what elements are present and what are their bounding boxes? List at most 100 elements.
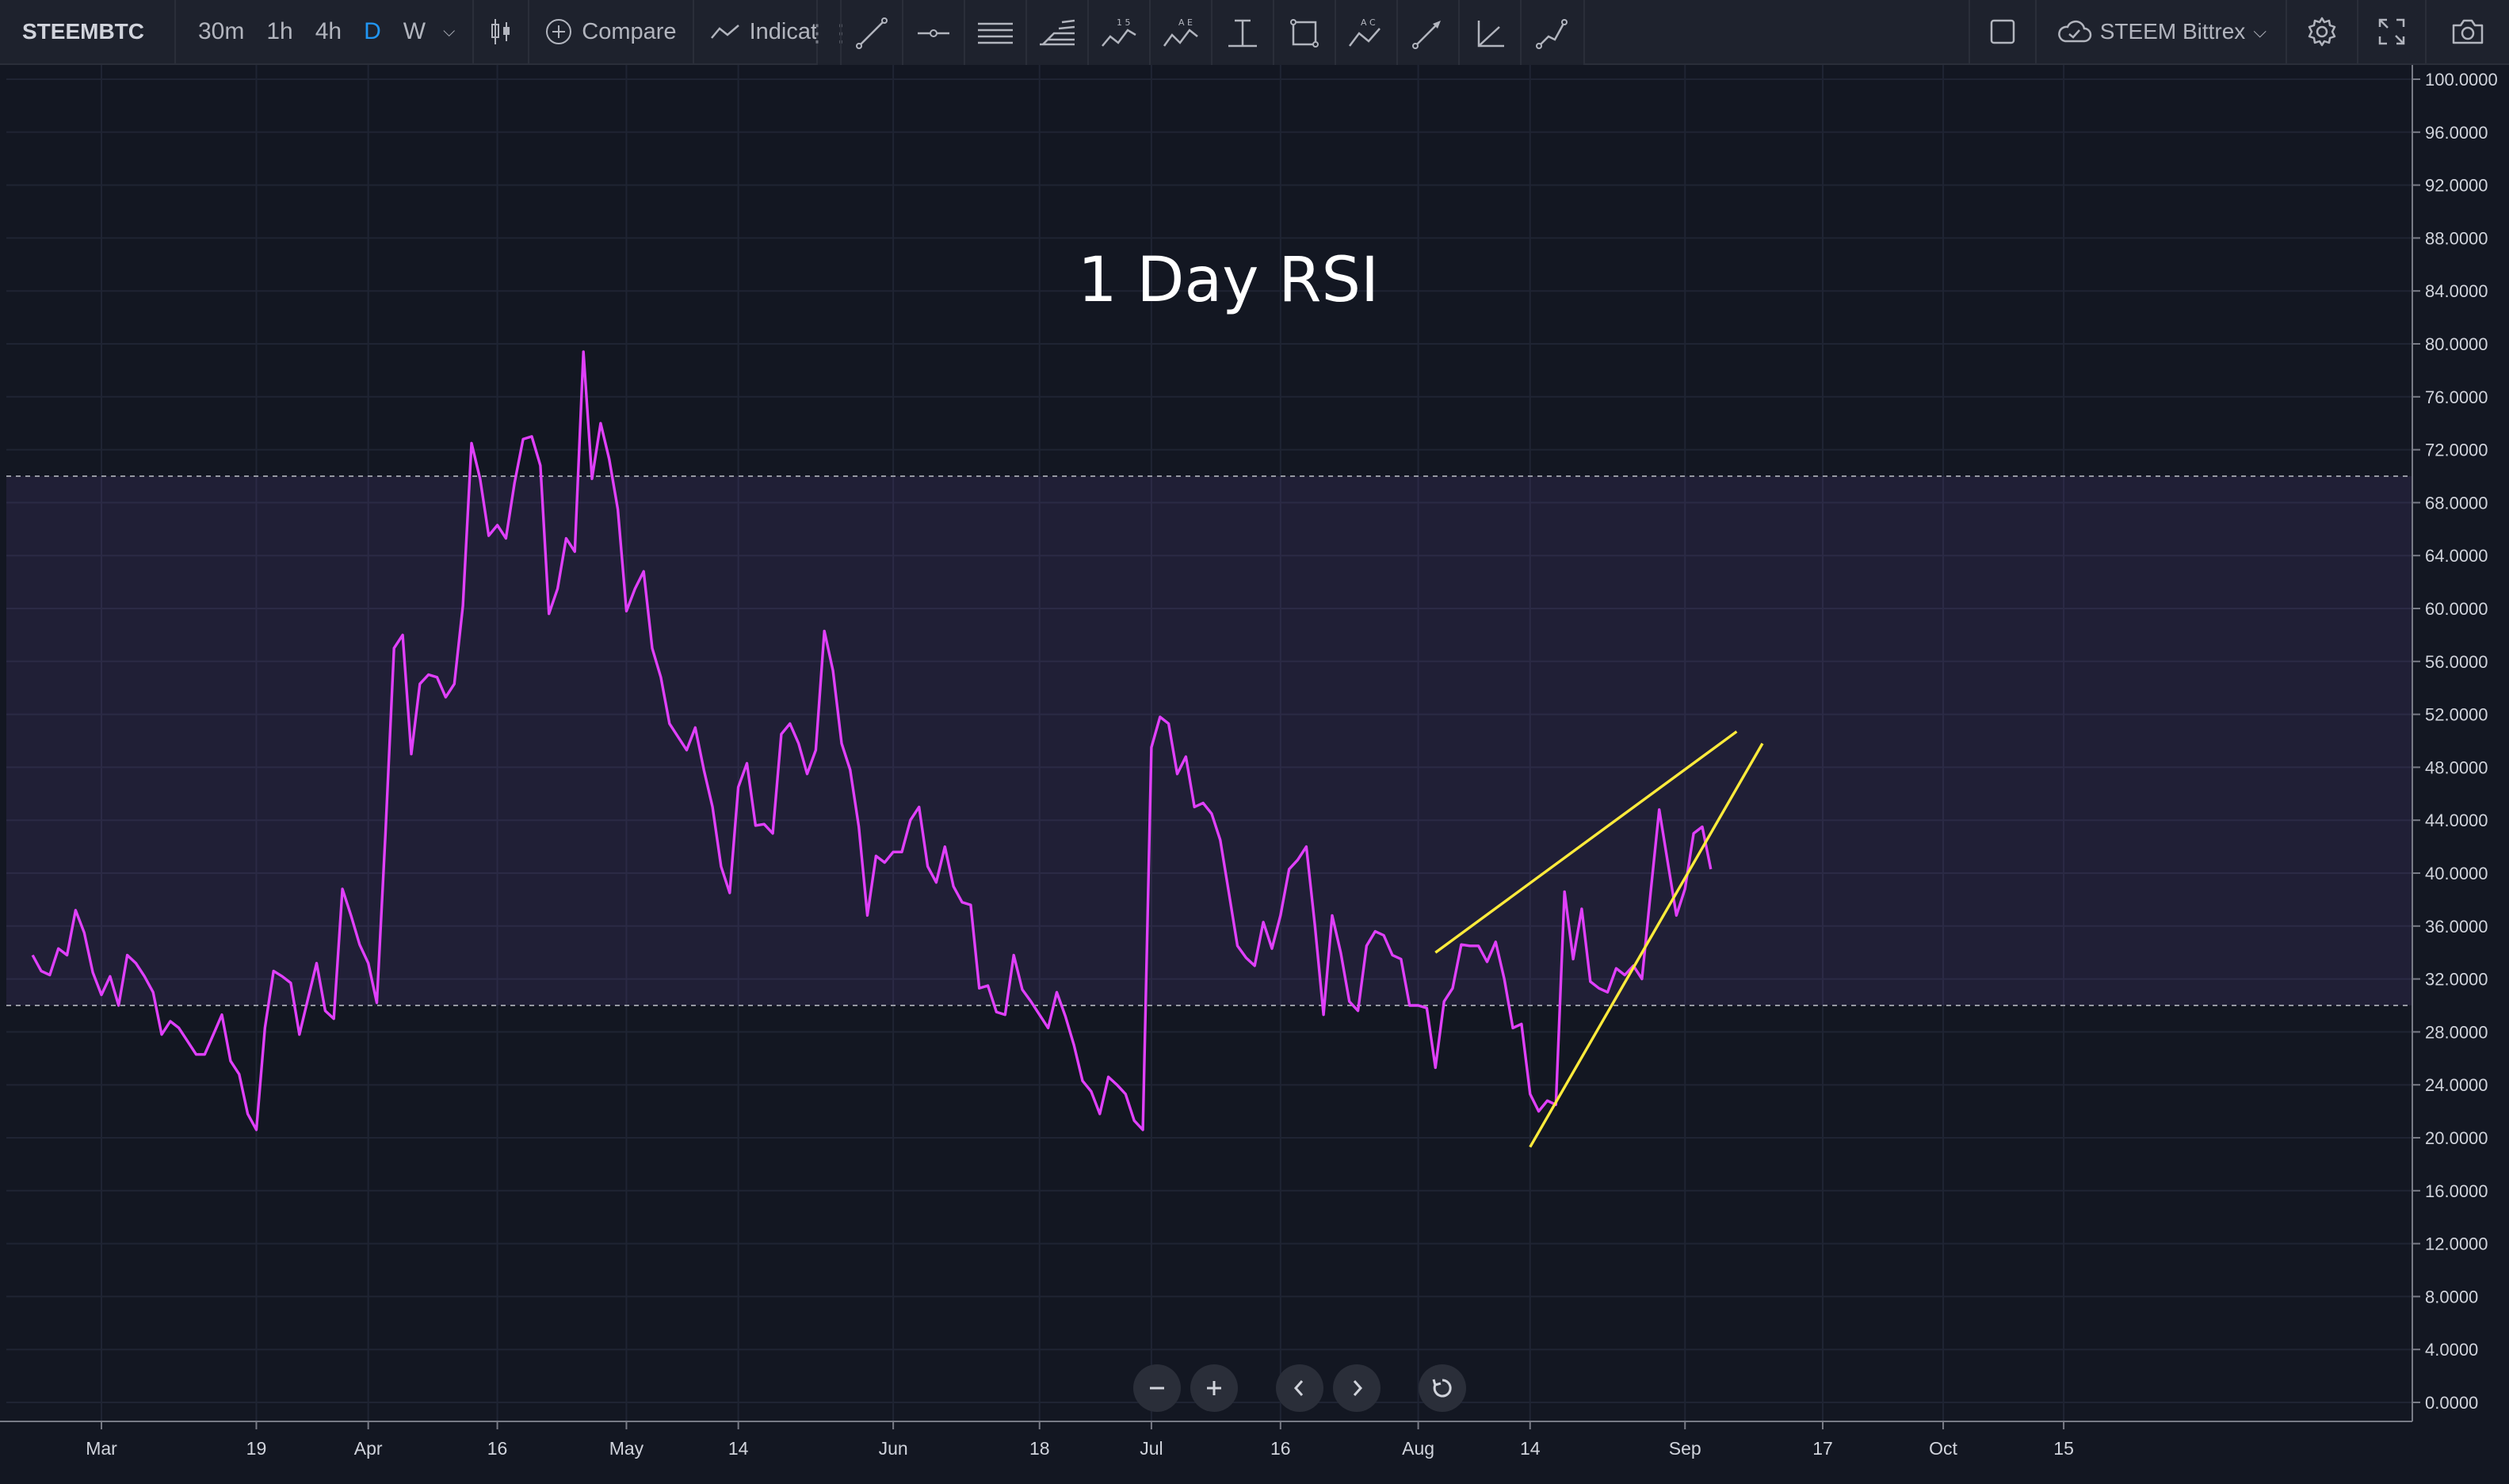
- interval-4h-button[interactable]: 4h: [315, 18, 342, 44]
- arrow-tool[interactable]: [1396, 0, 1458, 67]
- symbol-search-button[interactable]: STEEMBTC: [0, 0, 176, 63]
- rectangle-tool[interactable]: [1273, 0, 1335, 67]
- parallel-channel-tool[interactable]: [964, 0, 1025, 67]
- y-tick-label: 92.0000: [2425, 176, 2488, 196]
- compare-label: Compare: [582, 18, 677, 44]
- x-tick-label: 14: [1520, 1438, 1541, 1459]
- horizontal-line-icon: [918, 29, 949, 37]
- abc-pattern-mark: A C: [1361, 17, 1376, 28]
- zoom-out-button[interactable]: [1133, 1364, 1181, 1412]
- y-tick-label: 32.0000: [2425, 970, 2488, 990]
- pitchfork-icon: [1040, 19, 1075, 46]
- y-tick-label: 4.0000: [2425, 1340, 2478, 1360]
- angle-tool[interactable]: [1458, 0, 1520, 67]
- chart-title: 1 Day RSI: [1078, 245, 1379, 316]
- abcd-pattern-tool[interactable]: 1 5: [1087, 0, 1149, 67]
- chart-type-button[interactable]: [474, 0, 530, 63]
- square-icon: [1990, 19, 2014, 44]
- y-tick-label: 8.0000: [2425, 1287, 2478, 1307]
- drag-handle-icon[interactable]: ⋮⋮: [805, 20, 853, 47]
- y-tick-label: 40.0000: [2425, 864, 2488, 883]
- xabcd-pattern-mark: A E: [1178, 17, 1193, 28]
- fullscreen-icon: [2378, 18, 2405, 45]
- x-tick-label: Jun: [879, 1438, 908, 1459]
- plus-icon: [1207, 1381, 1221, 1395]
- scroll-right-button[interactable]: [1333, 1364, 1381, 1412]
- exchange-button[interactable]: STEEM Bittrex ⌵: [2034, 0, 2286, 63]
- reset-chart-button[interactable]: [1419, 1364, 1466, 1412]
- y-tick-label: 0.0000: [2425, 1393, 2478, 1413]
- gear-icon: [2308, 17, 2336, 47]
- y-tick-label: 76.0000: [2425, 387, 2488, 407]
- x-tick-label: May: [609, 1438, 644, 1459]
- y-tick-label: 88.0000: [2425, 228, 2488, 248]
- rsi-chart[interactable]: 1 Day RSI 100.0000 96.0000 92.0000 88.0000 8…: [0, 65, 2509, 1480]
- vertical-measure-tool[interactable]: [1211, 0, 1273, 67]
- path-tool[interactable]: [1520, 0, 1582, 67]
- zoom-in-button[interactable]: [1190, 1364, 1238, 1412]
- indicator-wave-icon: [710, 25, 739, 39]
- camera-icon: [2452, 19, 2484, 44]
- chevron-right-icon: [1353, 1380, 1363, 1396]
- rsi-line: [31, 350, 1713, 1131]
- y-tick-label: 96.0000: [2425, 123, 2488, 143]
- interval-d-button[interactable]: D: [364, 18, 381, 44]
- y-tick-label: 52.0000: [2425, 705, 2488, 725]
- abc-pattern-icon: A C: [1349, 17, 1381, 47]
- snapshot-button[interactable]: [2425, 0, 2509, 63]
- y-tick-label: 16.0000: [2425, 1181, 2488, 1201]
- path-icon: [1536, 19, 1568, 49]
- layout-button[interactable]: [1968, 0, 2035, 63]
- toolbar-right-group: STEEM Bittrex ⌵: [1968, 0, 2509, 63]
- abcd-pattern-mark: 1 5: [1117, 17, 1131, 28]
- x-tick-label: 14: [728, 1438, 749, 1459]
- scroll-left-button[interactable]: [1276, 1364, 1323, 1412]
- drawing-toolbar: ⋮⋮ 1 5 A E A C: [805, 0, 1585, 68]
- x-tick-label: 19: [246, 1438, 267, 1459]
- time-axis-panel: [0, 1421, 2412, 1480]
- x-tick-label: 18: [1029, 1438, 1050, 1459]
- interval-1h-button[interactable]: 1h: [266, 18, 293, 44]
- trendline: [1529, 742, 1764, 1148]
- abcd-pattern-icon: 1 5: [1102, 17, 1136, 47]
- cloud-icon: [2057, 20, 2091, 43]
- reset-icon: [1432, 1379, 1452, 1398]
- rsi-band-fill: [6, 476, 2412, 1005]
- chevron-left-icon: [1293, 1380, 1304, 1396]
- y-tick-label: 24.0000: [2425, 1075, 2488, 1095]
- vertical-measure-icon: [1228, 19, 1257, 48]
- x-tick-label: Jul: [1140, 1438, 1163, 1459]
- y-tick-label: 80.0000: [2425, 334, 2488, 354]
- y-tick-label: 100.0000: [2425, 70, 2498, 90]
- compare-button[interactable]: Compare: [529, 0, 694, 63]
- x-tick-label: 16: [1270, 1438, 1291, 1459]
- x-tick-label: Aug: [1402, 1438, 1434, 1459]
- horizontal-line-tool[interactable]: [902, 0, 964, 67]
- y-tick-label: 72.0000: [2425, 441, 2488, 460]
- chevron-down-icon: ⌵: [2253, 21, 2267, 41]
- abc-pattern-tool[interactable]: A C: [1335, 0, 1396, 67]
- parallel-channel-icon: [978, 22, 1013, 44]
- interval-w-button[interactable]: W: [403, 18, 426, 44]
- fullscreen-button[interactable]: [2357, 0, 2425, 63]
- y-tick-label: 36.0000: [2425, 917, 2488, 937]
- settings-button[interactable]: [2286, 0, 2357, 63]
- trendline: [1434, 730, 1738, 954]
- interval-30m-button[interactable]: 30m: [198, 18, 245, 44]
- arrow-icon: [1412, 21, 1441, 49]
- trend-line-tool[interactable]: [840, 0, 902, 67]
- y-tick-label: 84.0000: [2425, 281, 2488, 301]
- pitchfork-tool[interactable]: [1025, 0, 1087, 67]
- trend-line-icon: [856, 17, 888, 49]
- plus-circle-icon: [546, 19, 572, 44]
- minus-icon: [1150, 1387, 1164, 1390]
- xabcd-pattern-tool[interactable]: A E: [1149, 0, 1211, 67]
- chevron-down-icon[interactable]: ⌵: [443, 22, 456, 40]
- rsi-series: [31, 350, 1713, 1131]
- trendlines[interactable]: [1434, 730, 1764, 1148]
- exchange-label: STEEM Bittrex: [2099, 19, 2246, 44]
- chart-area[interactable]: 1 Day RSI 100.0000 96.0000 92.0000 88.0000 8…: [0, 65, 2509, 1484]
- y-tick-label: 64.0000: [2425, 546, 2488, 566]
- x-tick-label: Sep: [1669, 1438, 1701, 1459]
- rectangle-icon: [1290, 19, 1319, 48]
